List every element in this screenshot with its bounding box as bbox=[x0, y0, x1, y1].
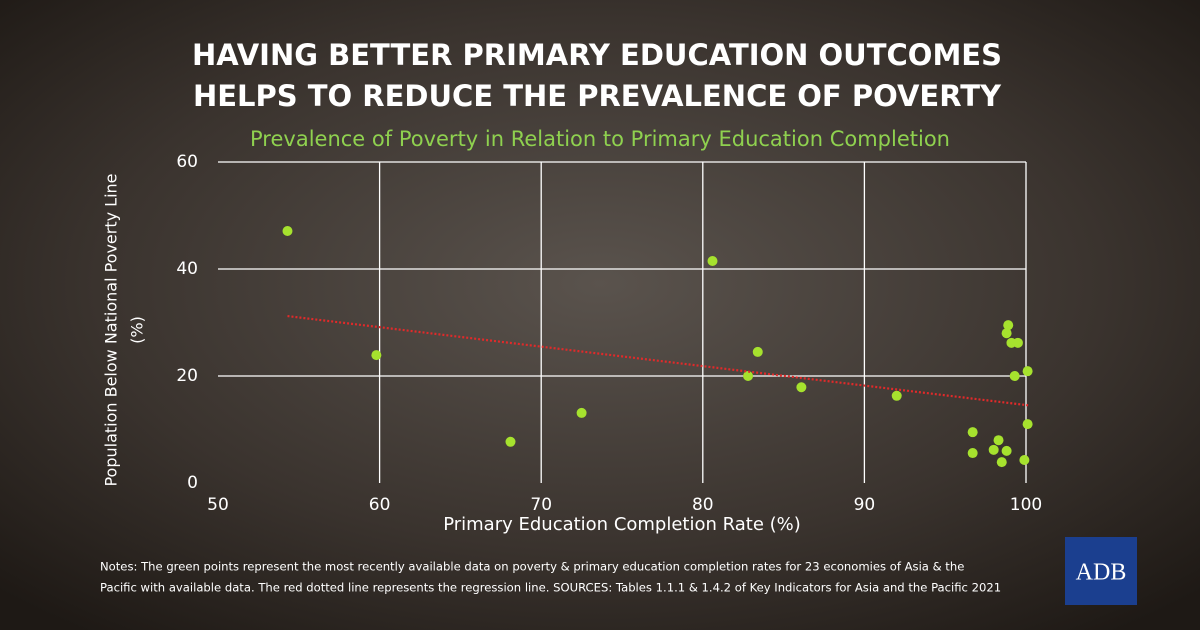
y-tick-label: 60 bbox=[176, 152, 198, 172]
y-axis-label-line: Population Below National Poverty Line bbox=[102, 173, 121, 486]
x-tick-label: 50 bbox=[207, 495, 229, 515]
point bbox=[371, 350, 382, 361]
regression-line bbox=[287, 314, 1030, 407]
notes-line: Pacific with available data. The red dot… bbox=[100, 581, 1001, 595]
logo-box bbox=[1065, 537, 1137, 605]
point bbox=[1001, 445, 1012, 456]
y-axis-label: Population Below National Poverty Line (… bbox=[102, 173, 147, 486]
point bbox=[1003, 320, 1014, 331]
point bbox=[752, 346, 763, 357]
logo: ADB bbox=[1076, 560, 1127, 586]
point bbox=[891, 390, 902, 401]
point bbox=[505, 436, 516, 447]
x-tick-label: 80 bbox=[692, 495, 714, 515]
point bbox=[993, 435, 1004, 446]
point bbox=[967, 427, 978, 438]
title-line: HELPS TO REDUCE THE PREVALENCE OF POVERT… bbox=[193, 79, 1002, 113]
y-tick-label: 0 bbox=[187, 473, 198, 493]
subtitle: Prevalence of Poverty in Relation to Pri… bbox=[250, 127, 950, 151]
point bbox=[1009, 371, 1020, 381]
point bbox=[1019, 454, 1030, 465]
plot-area: 0 20 40 60 50 60 70 80 90 100 bbox=[176, 152, 1042, 515]
title-line: HAVING BETTER PRIMARY EDUCATION OUTCOMES bbox=[192, 38, 1002, 72]
point bbox=[743, 371, 754, 381]
y-tick-label: 20 bbox=[176, 366, 198, 386]
y-axis-label-line: (%) bbox=[128, 316, 147, 344]
point bbox=[1022, 366, 1033, 377]
point bbox=[707, 255, 718, 266]
point bbox=[282, 226, 293, 237]
point bbox=[576, 407, 587, 418]
x-axis-label: Primary Education Completion Rate (%) bbox=[443, 514, 801, 535]
point bbox=[967, 448, 978, 459]
x-tick-label: 70 bbox=[530, 495, 552, 515]
point bbox=[1001, 328, 1012, 339]
notes-line: Notes: The green points represent the mo… bbox=[100, 560, 964, 574]
point bbox=[1012, 337, 1023, 348]
x-tick-label: 100 bbox=[1010, 495, 1042, 515]
y-tick-label: 40 bbox=[176, 259, 198, 279]
point bbox=[796, 382, 807, 393]
x-tick-label: 60 bbox=[369, 495, 391, 515]
point bbox=[996, 457, 1007, 468]
x-tick-label: 90 bbox=[854, 495, 876, 515]
point bbox=[1022, 419, 1033, 430]
point bbox=[988, 444, 999, 455]
